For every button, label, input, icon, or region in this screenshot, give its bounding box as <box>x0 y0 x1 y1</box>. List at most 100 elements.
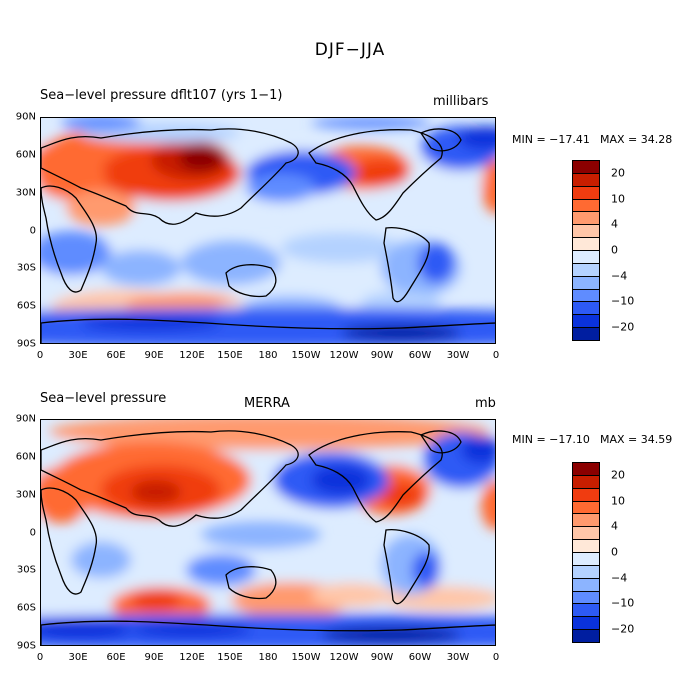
pressure-anomaly-region <box>311 118 431 129</box>
colorbar-label: 20 <box>611 166 625 180</box>
longitude-label: 90E <box>144 652 164 663</box>
panel-1-min: MIN = −17.41 <box>512 133 590 146</box>
longitude-label: 60E <box>106 350 126 361</box>
panel-1-units: millibars <box>433 94 489 109</box>
pressure-anomaly-region <box>379 482 423 508</box>
continent-outline <box>41 318 495 343</box>
continent-outline <box>41 487 98 595</box>
colorbar-label: −20 <box>611 320 635 334</box>
colorbar-swatch <box>572 327 600 341</box>
longitude-label: 0 <box>492 652 500 663</box>
colorbar-swatch <box>572 526 600 541</box>
colorbar-swatch <box>572 564 600 579</box>
colorbar-swatch <box>572 577 600 592</box>
panel-2-title: Sea−level pressure <box>40 391 167 406</box>
continent-outline <box>41 620 495 645</box>
latitude-label: 90N <box>15 111 36 123</box>
colorbar-label: 20 <box>611 468 625 482</box>
colorbar-swatch <box>572 500 600 515</box>
colorbar-swatch <box>572 616 600 631</box>
longitude-label: 30E <box>68 350 88 361</box>
colorbar-swatch <box>572 301 600 316</box>
latitude-label: 90N <box>15 413 36 425</box>
panel-2-max: MAX = 34.59 <box>600 433 673 446</box>
pressure-anomaly-region <box>418 243 454 283</box>
colorbar-swatch <box>572 262 600 277</box>
longitude-label: 60W <box>408 350 432 361</box>
longitude-label: 120W <box>329 652 359 663</box>
longitude-label: 60W <box>408 652 432 663</box>
longitude-label: 30E <box>68 652 88 663</box>
pressure-anomaly-region <box>41 620 131 640</box>
longitude-label: 150W <box>291 350 321 361</box>
longitude-label: 150W <box>291 652 321 663</box>
panel-1-max: MAX = 34.28 <box>600 133 673 146</box>
latitude-label: 60N <box>15 149 36 161</box>
latitude-label: 60N <box>15 451 36 463</box>
colorbar-label: 4 <box>611 217 618 231</box>
longitude-label: 90E <box>144 350 164 361</box>
colorbar-swatch <box>572 513 600 528</box>
latitude-label: 30N <box>15 187 36 199</box>
colorbar-label: −10 <box>611 294 635 308</box>
latitude-label: 90S <box>16 640 36 652</box>
longitude-label: 0 <box>492 350 500 361</box>
continent-outline <box>383 227 430 303</box>
pressure-anomaly-region <box>41 467 91 523</box>
colorbar-label: −4 <box>611 571 628 585</box>
pressure-anomaly-region <box>481 480 495 530</box>
pressure-anomaly-region <box>458 126 495 150</box>
colorbar-label: −20 <box>611 622 635 636</box>
pressure-anomaly-region <box>61 118 141 131</box>
colorbar-swatch <box>572 629 600 643</box>
pressure-anomaly-region <box>181 241 281 285</box>
colorbar-swatch <box>572 487 600 502</box>
longitude-label: 180 <box>258 652 278 663</box>
continent-outline <box>420 128 462 152</box>
pressure-anomaly-region <box>66 190 136 226</box>
pressure-anomaly-region <box>412 552 440 588</box>
longitude-label: 120W <box>329 350 359 361</box>
pressure-anomaly-region <box>201 521 321 549</box>
latitude-label: 0 <box>29 527 36 538</box>
colorbar-swatch <box>572 172 600 187</box>
colorbar-label: 4 <box>611 519 618 533</box>
colorbar-label: −4 <box>611 269 628 283</box>
panel-1-colorbar <box>572 160 600 341</box>
longitude-label: 60E <box>106 652 126 663</box>
continent-outline <box>225 264 277 298</box>
colorbar-swatch <box>572 603 600 618</box>
longitude-label: 120E <box>179 350 205 361</box>
latitude-label: 60S <box>16 602 36 614</box>
latitude-label: 90S <box>16 338 36 350</box>
pressure-anomaly-region <box>311 465 371 495</box>
colorbar-swatch <box>572 211 600 226</box>
panel-1-title: Sea−level pressure dflt107 (yrs 1−1) <box>40 88 283 103</box>
pressure-anomaly-region <box>101 250 181 286</box>
colorbar-swatch <box>572 314 600 329</box>
longitude-label: 150E <box>217 652 243 663</box>
continent-outline <box>383 529 430 605</box>
colorbar-swatch <box>572 198 600 213</box>
pressure-anomaly-region <box>321 627 461 643</box>
pressure-anomaly-region <box>461 436 495 464</box>
colorbar-label: 0 <box>611 243 618 257</box>
pressure-anomaly-region <box>41 156 106 200</box>
colorbar-swatch <box>572 275 600 290</box>
longitude-label: 150E <box>217 350 243 361</box>
pressure-anomaly-region <box>186 554 256 586</box>
colorbar-label: 10 <box>611 192 625 206</box>
continent-outline <box>41 430 299 527</box>
figure-title: DJF−JJA <box>314 40 386 60</box>
colorbar-swatch <box>572 288 600 303</box>
colorbar-swatch <box>572 250 600 264</box>
continent-outline <box>41 128 299 225</box>
pressure-anomaly-region <box>246 174 316 202</box>
panel-2-map <box>40 419 496 646</box>
pressure-anomaly-region <box>353 159 409 187</box>
colorbar-label: 10 <box>611 494 625 508</box>
latitude-label: 30S <box>16 564 36 576</box>
longitude-label: 90W <box>370 350 394 361</box>
colorbar-swatch <box>572 237 600 251</box>
pressure-anomaly-region <box>281 233 401 263</box>
